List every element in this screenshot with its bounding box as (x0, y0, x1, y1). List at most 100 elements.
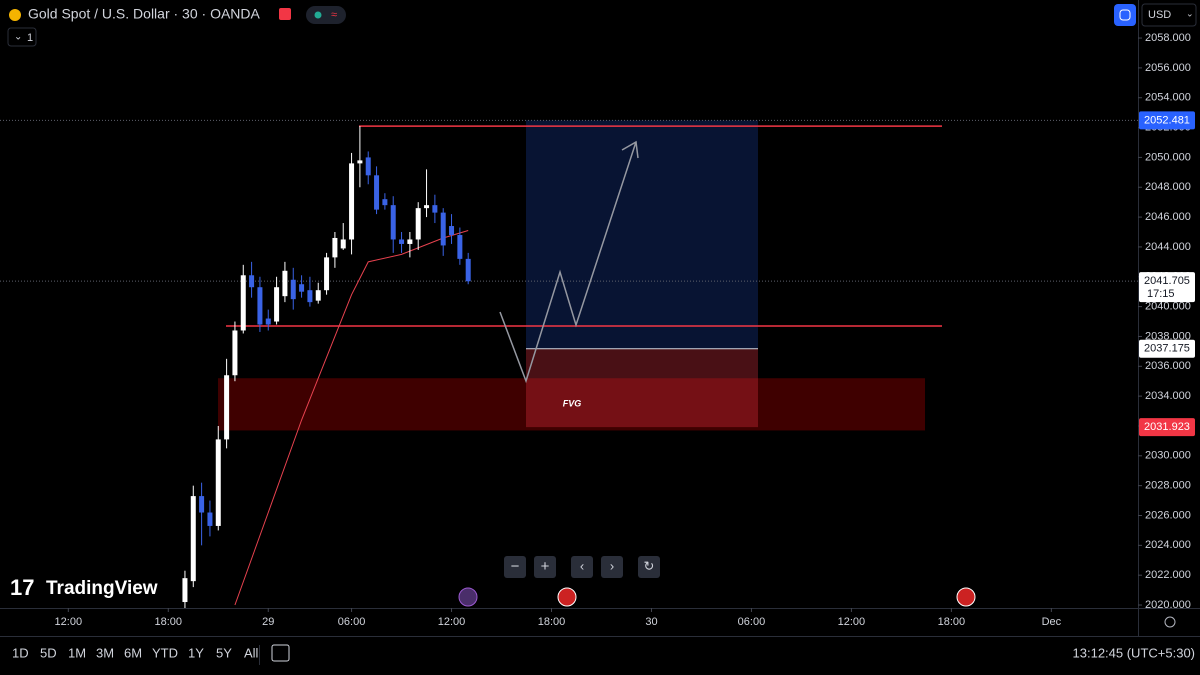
candle-body (199, 496, 205, 513)
price-label: 2052.481 (1144, 114, 1190, 126)
range-button[interactable]: YTD (152, 645, 178, 660)
symbol-icon (9, 9, 21, 21)
icon: › (610, 558, 614, 573)
x-tick-label: 12:00 (438, 616, 466, 628)
candle-body (449, 226, 455, 235)
chevron: ⌄ (14, 32, 22, 43)
candle-body (340, 239, 346, 249)
last-price: 2041.705 (1144, 275, 1190, 287)
candle-body (207, 512, 213, 526)
candle-body (457, 234, 463, 259)
range-buttons: 1D 5D 1M 3M 6M YTD 1Y 5Y All (12, 645, 259, 660)
y-tick-label: 2034.000 (1145, 390, 1191, 402)
candle-body (465, 258, 471, 282)
x-tick-label: 12:00 (55, 616, 83, 628)
scroll-left[interactable] (571, 556, 593, 578)
y-tick-label: 2028.000 (1145, 480, 1191, 492)
y-tick-label: 2058.000 (1145, 32, 1191, 44)
x-tick-label: 12:00 (838, 616, 866, 628)
sync-button[interactable] (1114, 4, 1136, 26)
candle-body (390, 205, 396, 240)
range-button[interactable]: All (244, 645, 259, 660)
position-stop (526, 348, 758, 428)
event-icon[interactable] (956, 587, 976, 607)
range-button[interactable]: 1Y (188, 645, 204, 660)
candle-body (357, 160, 363, 164)
candle-body (324, 257, 330, 291)
status-dot (314, 11, 322, 19)
candle-body (215, 439, 221, 526)
price-label: 2031.923 (1144, 421, 1190, 433)
range-button[interactable]: 5Y (216, 645, 232, 660)
symbol-title: Gold Spot / U.S. Dollar · 30 · OANDA (28, 6, 261, 22)
y-tick-label: 2050.000 (1145, 151, 1191, 163)
range-button[interactable]: 6M (124, 645, 142, 660)
currency-select[interactable] (1141, 3, 1197, 27)
date-range-button[interactable] (271, 644, 290, 662)
status-icon: ≈ (331, 9, 337, 21)
zoom-in[interactable] (534, 556, 556, 578)
status-pill[interactable] (306, 6, 346, 24)
candle-body (249, 275, 255, 288)
fvg-zone (218, 378, 925, 431)
candle-body (349, 163, 355, 240)
event-icon[interactable] (458, 587, 478, 607)
price-label: 2037.175 (1144, 343, 1190, 355)
x-tick-label: 18:00 (538, 616, 566, 628)
x-tick-label: 18:00 (938, 616, 966, 628)
candle-body (415, 208, 421, 240)
y-tick-label: 2026.000 (1145, 509, 1191, 521)
y-tick-label: 2022.000 (1145, 569, 1191, 581)
clock: 13:12:45 (UTC+5:30) (1073, 645, 1195, 660)
indicator-toggle[interactable] (7, 27, 37, 47)
candle-body (365, 157, 371, 176)
y-tick-label: 2030.000 (1145, 450, 1191, 462)
y-tick-label: 2024.000 (1145, 539, 1191, 551)
x-tick-label: 18:00 (155, 616, 183, 628)
y-tick-label: 2046.000 (1145, 211, 1191, 223)
candle-body (232, 330, 238, 376)
range-button[interactable]: 3M (96, 645, 114, 660)
range-button[interactable]: 1M (68, 645, 86, 660)
candle-body (182, 578, 188, 603)
candle-body (257, 287, 263, 325)
candle-body (265, 318, 271, 325)
candle-body (224, 375, 230, 440)
chevron: ⌄ (1186, 8, 1194, 18)
candle-body (440, 212, 446, 246)
candle-body (240, 275, 246, 331)
scroll-right[interactable] (601, 556, 623, 578)
candle-body (315, 290, 321, 301)
x-tick-label: Dec (1042, 616, 1062, 628)
price-label-bg (1139, 339, 1195, 358)
flag[interactable] (279, 8, 291, 20)
price-label-bg (1139, 418, 1195, 437)
candle-body (332, 237, 338, 258)
plot: FVG (0, 119, 1138, 608)
last-price-bg (1139, 272, 1195, 303)
y-tick-label: 2044.000 (1145, 241, 1191, 253)
candle-body (424, 205, 430, 209)
zoom-out[interactable] (504, 556, 526, 578)
range-button[interactable]: 5D (40, 645, 57, 660)
y-tick-label: 2040.000 (1145, 301, 1191, 313)
y-tick-label: 2020.000 (1145, 599, 1191, 611)
range-button[interactable]: 1D (12, 645, 29, 660)
candle-body (399, 239, 405, 244)
candle-body (382, 199, 388, 206)
zoom-controls: − + ‹ › ↻ (504, 556, 660, 578)
icon: − (511, 558, 520, 575)
candle-body (299, 284, 305, 292)
candle-body (307, 290, 313, 303)
logo-mark: 17 (10, 575, 34, 600)
candle-body (374, 175, 380, 210)
y-tick-label: 2048.000 (1145, 181, 1191, 193)
event-icon[interactable] (557, 587, 577, 607)
reset[interactable] (638, 556, 660, 578)
icon: + (541, 558, 550, 575)
settings-icon[interactable] (1164, 616, 1176, 628)
x-tick-label: 29 (262, 616, 274, 628)
